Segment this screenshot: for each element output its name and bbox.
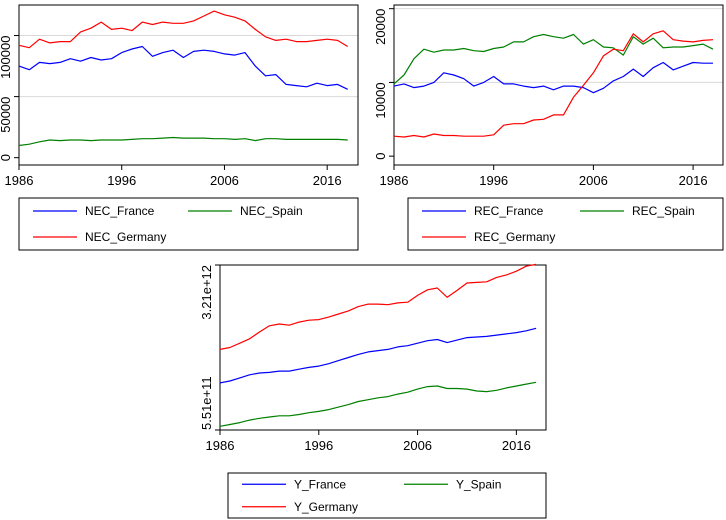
series-line-rec-france [393,61,713,94]
rec-xtick-label: 2006 [579,173,608,188]
rec-xtick-label: 2016 [679,173,708,188]
nec-legend-box [18,197,359,251]
legend-label-y-france: Y_France [294,477,346,491]
chart-y: 5.51e+11 3.21e+12 1986 1996 2006 2016 Y_France… [199,263,547,519]
legend-label-nec-germany: NEC_Germany [85,230,166,244]
rec-ytick-label: 0 [373,153,388,160]
series-line-rec-germany [393,30,714,138]
nec-legend: NEC_France NEC_Spain NEC_Germany [18,197,359,251]
y-legend-box [227,472,547,519]
rec-ytick-label: 10000 [373,82,388,118]
series-line-y-france [219,327,537,384]
legend-label-y-germany: Y_Germany [294,500,358,514]
legend-label-nec-france: NEC_France [85,204,155,218]
legend-label-rec-france: REC_France [474,204,544,218]
rec-xtick-label: 1996 [479,173,508,188]
y-ytick-label: 3.21e+12 [199,265,214,320]
series-line-y-germany [219,263,537,350]
rec-legend: REC_France REC_Spain REC_Germany [407,197,724,251]
y-legend: Y_France Y_Spain Y_Germany [227,472,547,519]
rec-xtick-label: 1986 [380,173,409,188]
nec-ytick-label: 100000 [0,36,13,79]
rec-legend-box [407,197,724,251]
nec-ytick-label: 0 [0,154,13,161]
y-xtick-label: 2016 [502,438,531,453]
y-xtick-label: 1996 [304,438,333,453]
nec-xtick-label: 2006 [210,173,239,188]
series-line-nec-germany [18,10,349,49]
nec-xtick-label: 1986 [5,173,34,188]
series-line-nec-spain [18,136,348,147]
series-line-y-spain [219,381,537,427]
y-plot-frame [219,264,547,431]
rec-plot-frame [393,4,724,166]
rec-ytick-label: 20000 [373,9,388,45]
y-ytick-label: 5.51e+11 [199,376,214,430]
nec-xtick-label: 1996 [107,173,136,188]
y-xtick-label: 1986 [206,438,235,453]
nec-ytick-label: 50000 [0,97,13,133]
legend-label-rec-spain: REC_Spain [632,204,695,218]
series-line-nec-france [18,45,348,90]
chart-nec: 0500001000001986199620062016NEC_FranceNE… [0,4,359,251]
series-line-rec-spain [393,33,714,85]
nec-plot-frame [18,4,359,166]
y-xtick-label: 2006 [403,438,432,453]
legend-label-y-spain: Y_Spain [456,477,501,491]
legend-label-rec-germany: REC_Germany [474,230,555,244]
legend-label-nec-spain: NEC_Spain [240,204,303,218]
nec-xtick-label: 2016 [313,173,342,188]
